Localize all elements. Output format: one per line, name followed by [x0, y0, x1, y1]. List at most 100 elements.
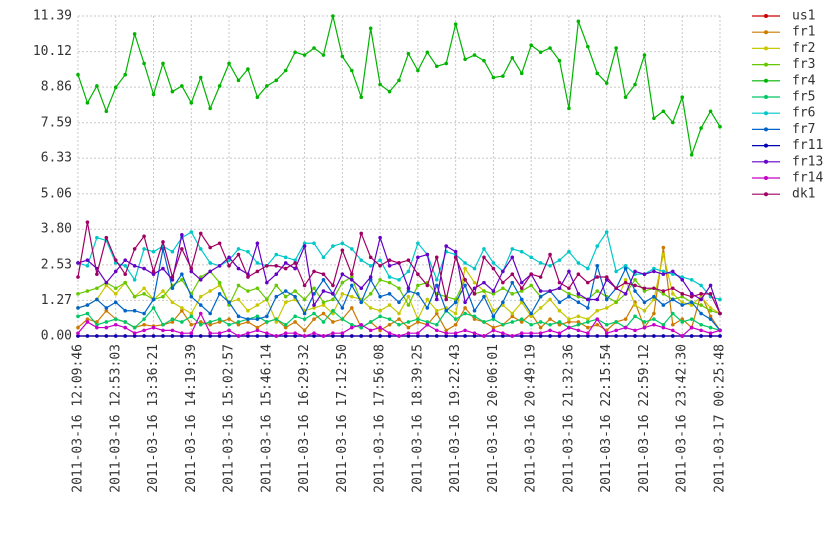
data-point [236, 283, 241, 288]
data-point [463, 266, 467, 271]
data-point [614, 286, 618, 291]
data-point [104, 235, 109, 240]
data-point [189, 322, 194, 327]
y-tick-label: 6.33 [41, 151, 72, 166]
data-point [453, 311, 458, 316]
data-point [557, 300, 562, 305]
data-point [482, 58, 486, 63]
legend-label: dk1 [792, 187, 815, 202]
data-point [104, 280, 109, 285]
data-point [359, 334, 364, 338]
data-point [576, 300, 581, 305]
data-point [349, 278, 354, 282]
data-point [387, 334, 392, 338]
data-point [463, 278, 467, 282]
data-point [652, 322, 656, 327]
data-point [255, 303, 260, 307]
x-tick-label: 2011-03-16 18:39:25 [410, 344, 425, 493]
data-point [265, 320, 269, 324]
data-point [614, 300, 618, 305]
data-point [453, 249, 458, 254]
data-point [434, 64, 439, 69]
data-point [274, 252, 279, 257]
data-point [491, 266, 496, 271]
data-point [633, 283, 637, 288]
data-point [661, 334, 666, 338]
data-point [340, 272, 345, 276]
data-point [557, 58, 562, 63]
data-point [576, 261, 581, 265]
data-point [217, 280, 222, 285]
data-point [595, 263, 600, 268]
data-point [76, 306, 80, 310]
data-point [501, 269, 505, 274]
data-point [434, 308, 439, 313]
data-point [453, 322, 458, 327]
data-point [340, 306, 345, 310]
data-point [567, 317, 571, 321]
data-point [132, 247, 137, 251]
data-point [246, 67, 250, 71]
data-point [548, 46, 552, 50]
data-point [387, 258, 392, 262]
data-point [378, 314, 382, 319]
data-point [312, 334, 316, 338]
data-point [699, 328, 703, 333]
data-point [151, 306, 156, 310]
data-point [425, 297, 430, 302]
x-tick-label: 2011-03-16 17:12:50 [335, 344, 350, 493]
data-point [208, 320, 212, 324]
data-point [123, 320, 128, 324]
data-point [652, 286, 656, 291]
data-point [236, 297, 241, 302]
data-point [538, 294, 543, 299]
data-point [293, 314, 297, 319]
data-point [142, 317, 146, 321]
data-point [217, 334, 222, 338]
data-point [387, 292, 392, 296]
data-point [104, 325, 109, 330]
data-point [368, 320, 373, 324]
data-point [595, 71, 600, 76]
data-point [180, 278, 184, 282]
data-point [689, 300, 694, 305]
data-point [510, 247, 515, 251]
data-point [132, 331, 137, 335]
data-point [368, 306, 373, 310]
data-point [680, 303, 685, 307]
y-tick-label: 2.53 [41, 257, 72, 272]
data-point [425, 252, 430, 257]
data-point [123, 325, 128, 330]
data-point [85, 334, 90, 338]
data-point [510, 311, 515, 316]
data-point [453, 300, 458, 305]
data-point [501, 331, 505, 335]
data-point [519, 334, 524, 338]
data-point [283, 325, 288, 330]
data-point [680, 278, 685, 282]
data-point [586, 320, 590, 324]
data-point [567, 286, 571, 291]
legend-label: fr6 [792, 106, 815, 121]
data-point [406, 258, 411, 262]
data-point [246, 308, 250, 313]
data-point [557, 258, 562, 262]
data-point [321, 272, 326, 276]
data-point [586, 306, 590, 310]
data-point [236, 314, 241, 319]
data-point [567, 325, 571, 330]
data-point [501, 322, 505, 327]
data-point [482, 334, 486, 338]
data-point [198, 294, 203, 299]
data-point [113, 334, 118, 338]
data-point [331, 297, 335, 302]
data-point [387, 322, 392, 327]
data-point [283, 322, 288, 327]
x-tick-label: 2011-03-16 14:19:39 [184, 344, 199, 493]
data-point [501, 286, 505, 291]
data-point [265, 263, 269, 268]
data-point [680, 95, 685, 99]
data-point [576, 272, 581, 276]
data-point [463, 328, 467, 333]
legend-marker [764, 78, 768, 83]
